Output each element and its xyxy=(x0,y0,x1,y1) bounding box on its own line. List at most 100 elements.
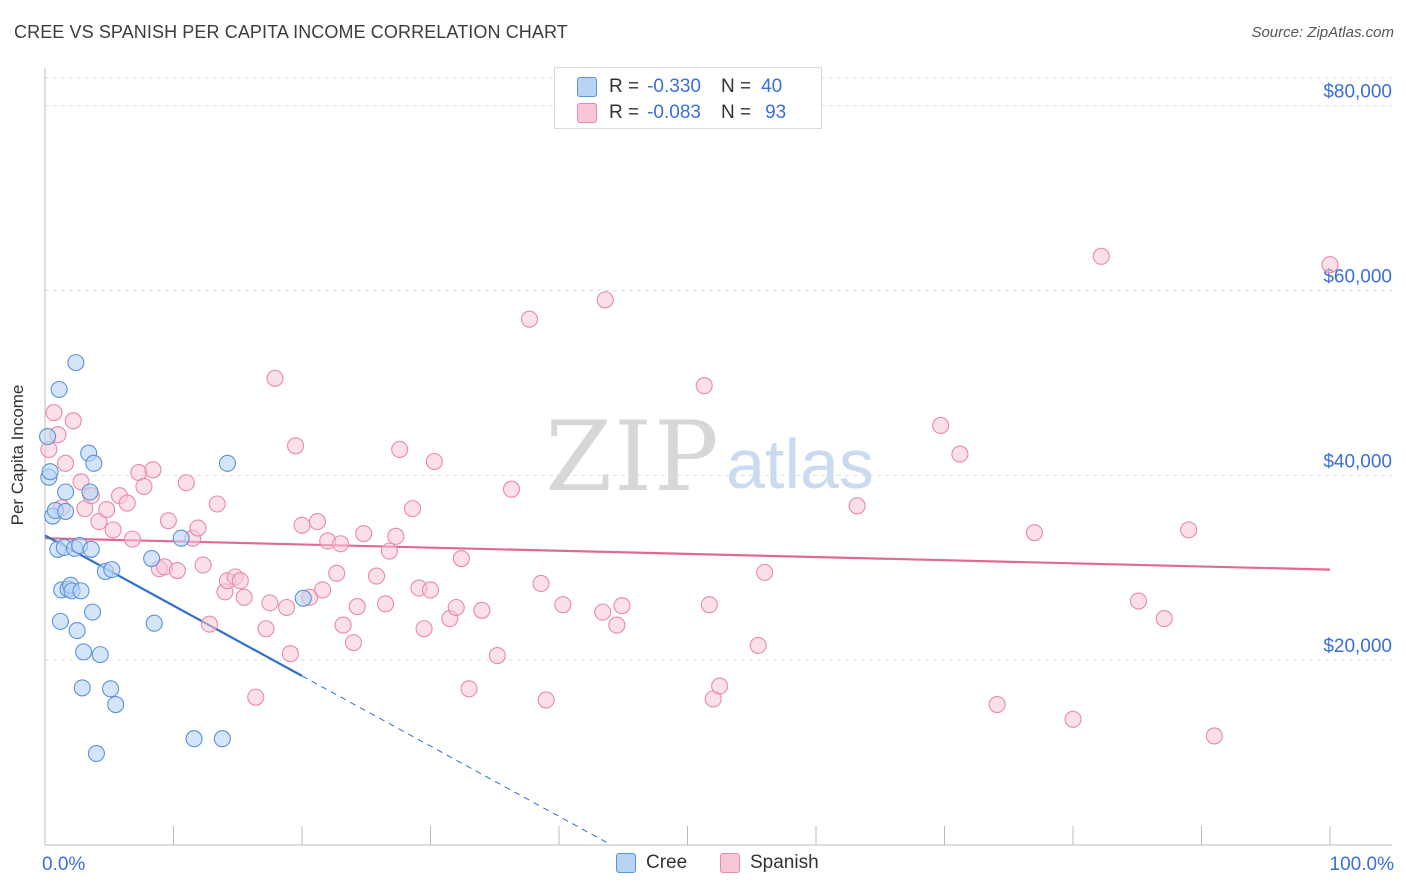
cree-trend-line xyxy=(44,534,303,677)
chart-title: CREE VS SPANISH PER CAPITA INCOME CORREL… xyxy=(14,22,568,42)
spanish-point xyxy=(314,581,332,599)
cree-point xyxy=(218,454,237,472)
spanish-point xyxy=(421,581,440,599)
legend-row-spanish: R = -0.083 N = 93 xyxy=(577,101,786,125)
cree-point xyxy=(68,622,86,640)
watermark-zip: ZIP xyxy=(545,401,720,513)
cree-point xyxy=(107,695,125,714)
y-tick-label: $40,000 xyxy=(1323,451,1392,472)
spanish-point xyxy=(1155,610,1173,628)
spanish-point xyxy=(208,495,226,513)
spanish-point xyxy=(695,377,713,395)
spanish-point xyxy=(488,647,506,665)
spanish-point xyxy=(1064,710,1082,728)
legend-item-spanish[interactable]: Spanish xyxy=(720,852,819,874)
cree-trend-extension xyxy=(301,675,611,845)
cree-point xyxy=(75,643,93,661)
spanish-point xyxy=(334,616,352,634)
cree-point xyxy=(81,483,99,501)
spanish-point xyxy=(951,445,969,463)
spanish-point xyxy=(135,477,153,496)
spanish-point xyxy=(281,645,299,663)
spanish-point xyxy=(1025,524,1043,542)
spanish-point xyxy=(447,598,465,617)
spanish-point xyxy=(1092,247,1110,265)
spanish-point xyxy=(532,574,550,593)
legend-item-cree[interactable]: Cree xyxy=(616,852,687,874)
cree-point xyxy=(67,354,85,372)
spanish-point xyxy=(177,474,195,492)
spanish-point xyxy=(367,567,386,585)
spanish-point xyxy=(45,403,63,422)
cree-point xyxy=(57,483,75,501)
spanish-point xyxy=(425,452,443,471)
spanish-point xyxy=(90,513,108,531)
cree-point xyxy=(91,646,109,664)
cree-point xyxy=(57,502,75,520)
spanish-point xyxy=(278,598,296,617)
spanish-point xyxy=(104,521,122,539)
spanish-point xyxy=(344,634,362,652)
spanish-point xyxy=(235,588,253,606)
x-tick-label: 0.0% xyxy=(42,854,85,875)
cree-point xyxy=(172,529,190,547)
spanish-point xyxy=(194,556,212,574)
trend-lines xyxy=(44,534,1331,845)
spanish-point xyxy=(452,549,470,568)
spanish-points xyxy=(40,247,1339,745)
spanish-point xyxy=(460,680,478,698)
spanish-swatch xyxy=(577,103,597,123)
source-label: Source: ZipAtlas.com xyxy=(1251,24,1394,41)
cree-point xyxy=(82,540,100,558)
spanish-point xyxy=(189,519,207,537)
spanish-point xyxy=(613,597,631,615)
spanish-point xyxy=(756,563,774,581)
spanish-point xyxy=(473,601,491,619)
spanish-point xyxy=(123,530,141,548)
spanish-point xyxy=(608,616,626,634)
cree-point xyxy=(185,730,203,748)
spanish-point xyxy=(1180,521,1198,539)
spanish-point xyxy=(328,564,346,582)
cree-point xyxy=(39,427,57,446)
spanish-point xyxy=(331,535,350,553)
legend-label: Spanish xyxy=(750,852,819,873)
spanish-point xyxy=(594,603,612,621)
spanish-point xyxy=(988,695,1006,714)
spanish-point xyxy=(711,677,729,695)
spanish-point xyxy=(159,512,177,530)
spanish-trend-line xyxy=(44,537,1331,571)
cree-point xyxy=(103,561,121,579)
spanish-point xyxy=(391,440,409,459)
gridlines xyxy=(45,77,1392,661)
spanish-point xyxy=(118,494,136,512)
spanish-point xyxy=(380,542,398,560)
spanish-point xyxy=(231,572,249,590)
spanish-point xyxy=(502,480,521,498)
series-legend: Cree Spanish xyxy=(0,852,1406,878)
cree-swatch xyxy=(616,853,636,873)
cree-point xyxy=(101,680,120,698)
spanish-point xyxy=(403,500,422,518)
cree-point xyxy=(87,744,105,763)
cree-point xyxy=(73,679,91,697)
cree-point xyxy=(51,612,69,630)
cree-swatch xyxy=(577,77,597,97)
spanish-point xyxy=(596,291,614,309)
tick-labels: $20,000 $40,000 $60,000 $80,000 0.0% 100.0% xyxy=(42,82,1394,875)
cree-point xyxy=(72,582,90,600)
spanish-point xyxy=(749,636,767,654)
spanish-point xyxy=(376,595,395,613)
spanish-point xyxy=(1129,592,1148,610)
y-tick-label: $60,000 xyxy=(1323,267,1392,288)
cree-point xyxy=(85,454,103,472)
spanish-point xyxy=(700,596,718,614)
spanish-point xyxy=(144,461,162,479)
x-tick-label: 100.0% xyxy=(1330,854,1395,875)
y-axis-label: Per Capita Income xyxy=(8,384,27,526)
spanish-point xyxy=(257,620,275,638)
spanish-point xyxy=(200,615,219,633)
y-tick-label: $20,000 xyxy=(1323,636,1392,657)
cree-point xyxy=(50,380,68,398)
